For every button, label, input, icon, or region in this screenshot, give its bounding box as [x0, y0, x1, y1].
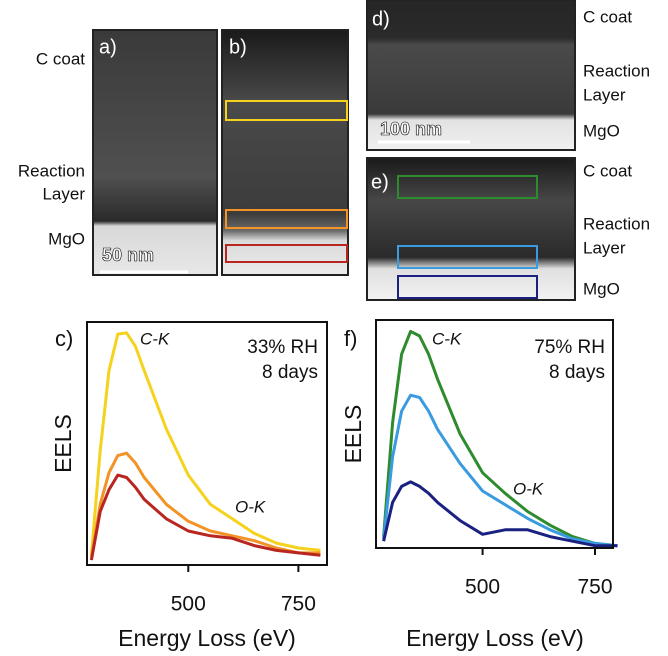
image-b: [221, 29, 349, 276]
annotation: C-K: [432, 329, 462, 348]
roi-box: [225, 100, 348, 121]
roi-box: [225, 209, 348, 229]
series-line: [89, 331, 321, 556]
condition: 33% RH: [247, 337, 318, 358]
layer-label: C coat: [583, 7, 632, 26]
roi-box: [397, 175, 538, 199]
layer-label: Layer: [42, 184, 85, 203]
scale-bar-label: 100 nm: [380, 119, 442, 139]
annotation: O-K: [235, 497, 266, 516]
annotation: C-K: [140, 329, 170, 348]
image-d: [366, 0, 576, 151]
roi-box: [397, 245, 538, 269]
series-line: [382, 480, 618, 548]
series-line: [382, 329, 618, 548]
x-tick-label: 750: [577, 576, 612, 599]
panel-label: b): [229, 36, 247, 58]
series-line: [382, 393, 618, 548]
series-line: [89, 451, 321, 558]
plot-frame: [375, 319, 614, 549]
layer-label: MgO: [583, 279, 620, 298]
x-axis-title: Energy Loss (eV): [406, 625, 584, 651]
image-a: [92, 29, 218, 276]
layer-label: C coat: [36, 49, 85, 68]
scale-bar-label: 50 nm: [102, 245, 154, 265]
layer-label: Reaction: [583, 61, 650, 80]
panel-label: c): [55, 326, 73, 351]
roi-box: [225, 244, 348, 263]
layer-label: C coat: [583, 161, 632, 180]
x-tick-label: 500: [171, 593, 206, 616]
layer-label: MgO: [48, 229, 85, 248]
layer-label: MgO: [583, 121, 620, 140]
x-tick-label: 750: [281, 593, 316, 616]
layer-label: Layer: [583, 238, 626, 257]
layer-label: Layer: [583, 85, 626, 104]
x-axis-title: Energy Loss (eV): [118, 625, 296, 651]
panel-label: e): [371, 171, 389, 193]
panel-label: d): [372, 8, 390, 30]
condition: 8 days: [549, 362, 605, 383]
roi-box: [397, 275, 538, 299]
panel-label: f): [344, 326, 357, 351]
y-axis-title: EELS: [50, 414, 76, 473]
annotation: O-K: [513, 479, 544, 498]
layer-label: Reaction: [18, 161, 85, 180]
series-line: [89, 473, 321, 561]
y-axis-title: EELS: [340, 405, 366, 464]
layer-label: Reaction: [583, 214, 650, 233]
condition: 75% RH: [534, 337, 605, 358]
plot-frame: [86, 321, 328, 566]
condition: 8 days: [262, 362, 318, 383]
x-tick-label: 500: [465, 576, 500, 599]
panel-label: a): [99, 36, 117, 58]
